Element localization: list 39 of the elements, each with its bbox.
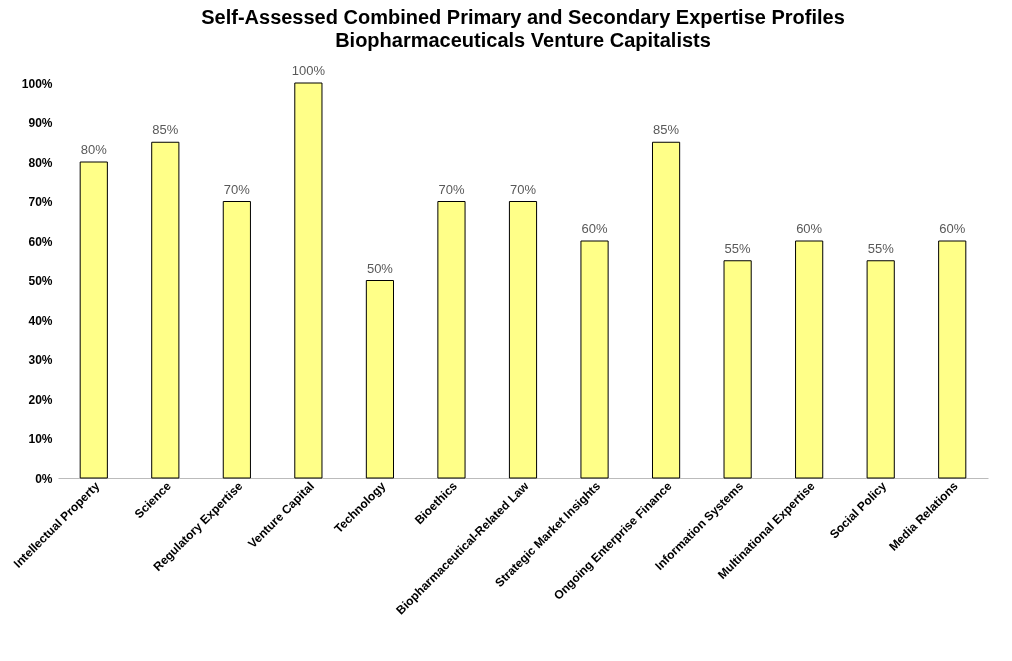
bar	[938, 240, 967, 479]
bar	[79, 161, 108, 479]
bar	[580, 240, 609, 479]
y-tick-label: 70%	[28, 195, 53, 209]
y-tick-label: 20%	[28, 392, 53, 407]
data-label: 60%	[796, 221, 823, 236]
chart-subtitle: Biopharmaceuticals Venture Capitalists	[335, 29, 711, 51]
bar	[151, 141, 180, 479]
data-label: 50%	[366, 260, 394, 276]
y-tick-label: 0%	[35, 471, 53, 486]
chart-title: Self-Assessed Combined Primary and Secondary Expertise Profiles	[201, 6, 845, 28]
data-label: 55%	[724, 240, 752, 256]
bar	[365, 280, 395, 479]
data-label: 60%	[939, 221, 966, 236]
data-label: 80%	[80, 142, 108, 157]
y-tick-label: 40%	[28, 313, 53, 328]
data-label: 70%	[223, 181, 251, 197]
data-label: 100%	[291, 63, 326, 78]
y-tick-label: 10%	[28, 432, 53, 446]
y-tick-label: 100%	[21, 76, 53, 91]
bar	[795, 240, 824, 479]
data-label: 85%	[152, 122, 179, 138]
bar	[866, 260, 895, 479]
bar	[437, 201, 466, 479]
y-tick-label: 30%	[28, 353, 53, 367]
data-label: 70%	[438, 181, 465, 197]
bar	[723, 260, 752, 479]
y-tick-label: 90%	[28, 116, 53, 130]
data-label: 85%	[653, 122, 680, 138]
data-label: 60%	[581, 221, 608, 236]
bar	[294, 82, 323, 479]
bar	[222, 201, 251, 479]
y-tick-label: 50%	[28, 274, 53, 288]
y-tick-label: 60%	[28, 234, 53, 249]
data-label: 55%	[867, 240, 895, 256]
bar	[651, 141, 681, 479]
data-label: 70%	[509, 181, 537, 197]
bar	[508, 201, 538, 479]
y-tick-label: 80%	[28, 155, 53, 170]
